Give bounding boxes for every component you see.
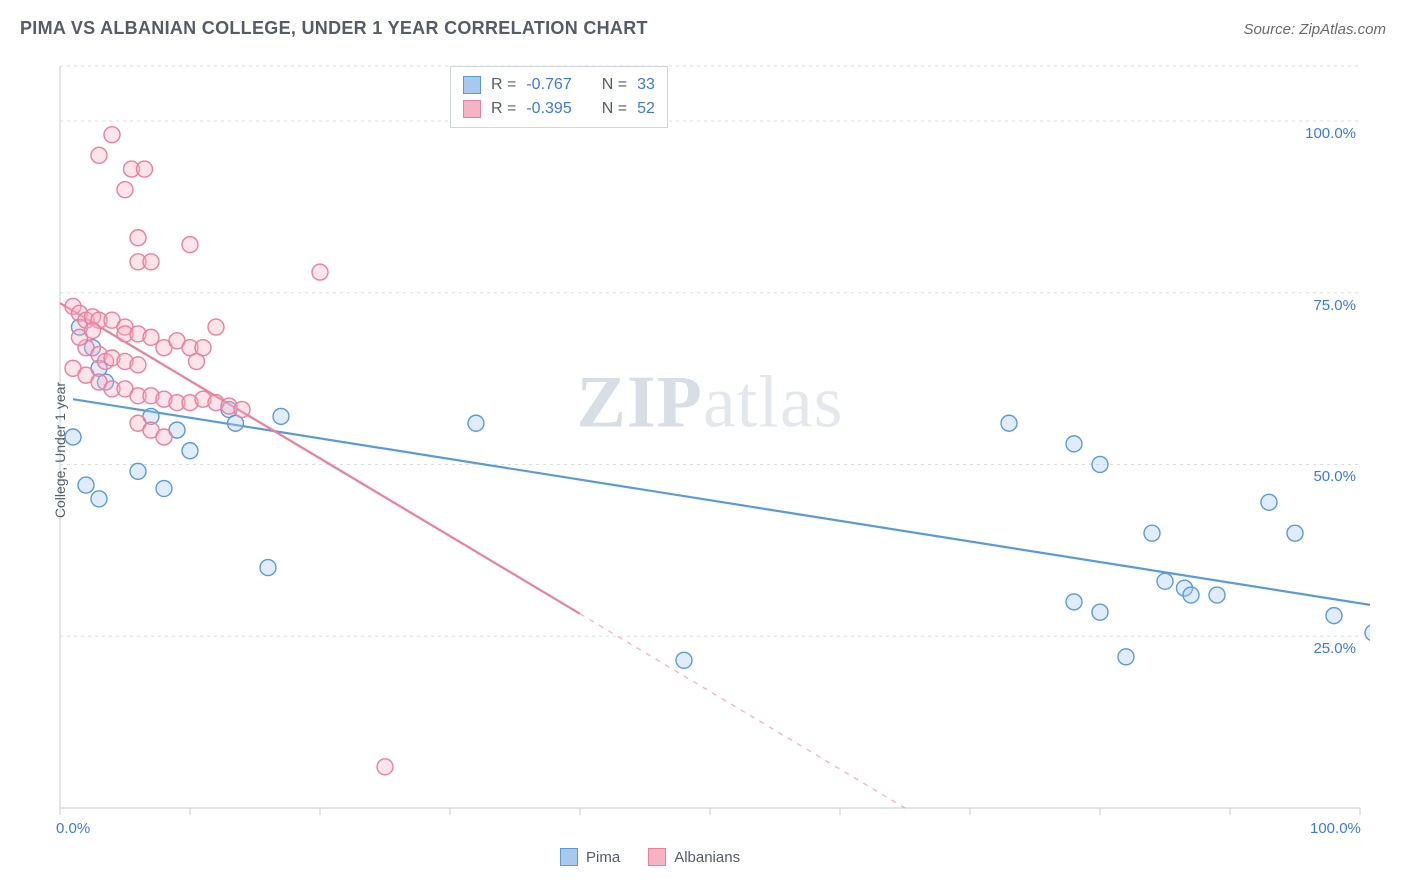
source-attribution: Source: ZipAtlas.com: [1243, 21, 1386, 38]
r-value: -0.395: [526, 97, 571, 121]
n-label: N =: [602, 73, 627, 97]
x-tick-label: 100.0%: [1310, 820, 1361, 837]
n-value: 52: [637, 97, 655, 121]
y-axis-label: College, Under 1 year: [52, 382, 68, 518]
legend-swatch: [648, 848, 666, 866]
legend-swatch: [463, 100, 481, 118]
legend-stat-row: R = -0.767 N = 33: [463, 73, 655, 97]
legend-label: Albanians: [674, 849, 740, 866]
scatter-plot: [50, 60, 1370, 840]
legend-item: Albanians: [648, 848, 740, 866]
legend-label: Pima: [586, 849, 620, 866]
series-legend: Pima Albanians: [560, 848, 740, 866]
n-value: 33: [637, 73, 655, 97]
correlation-legend-box: R = -0.767 N = 33 R = -0.395 N = 52: [450, 66, 668, 128]
chart-title: PIMA VS ALBANIAN COLLEGE, UNDER 1 YEAR C…: [20, 18, 648, 39]
legend-swatch: [560, 848, 578, 866]
r-label: R =: [491, 73, 516, 97]
r-label: R =: [491, 97, 516, 121]
y-tick-label: 50.0%: [1313, 468, 1356, 485]
legend-stat-row: R = -0.395 N = 52: [463, 97, 655, 121]
y-tick-label: 75.0%: [1313, 297, 1356, 314]
chart-container: College, Under 1 year ZIPatlas 25.0%50.0…: [50, 60, 1370, 840]
r-value: -0.767: [526, 73, 571, 97]
legend-item: Pima: [560, 848, 620, 866]
legend-swatch: [463, 76, 481, 94]
y-tick-label: 100.0%: [1305, 125, 1356, 142]
y-tick-label: 25.0%: [1313, 640, 1356, 657]
n-label: N =: [602, 97, 627, 121]
x-tick-label: 0.0%: [56, 820, 90, 837]
